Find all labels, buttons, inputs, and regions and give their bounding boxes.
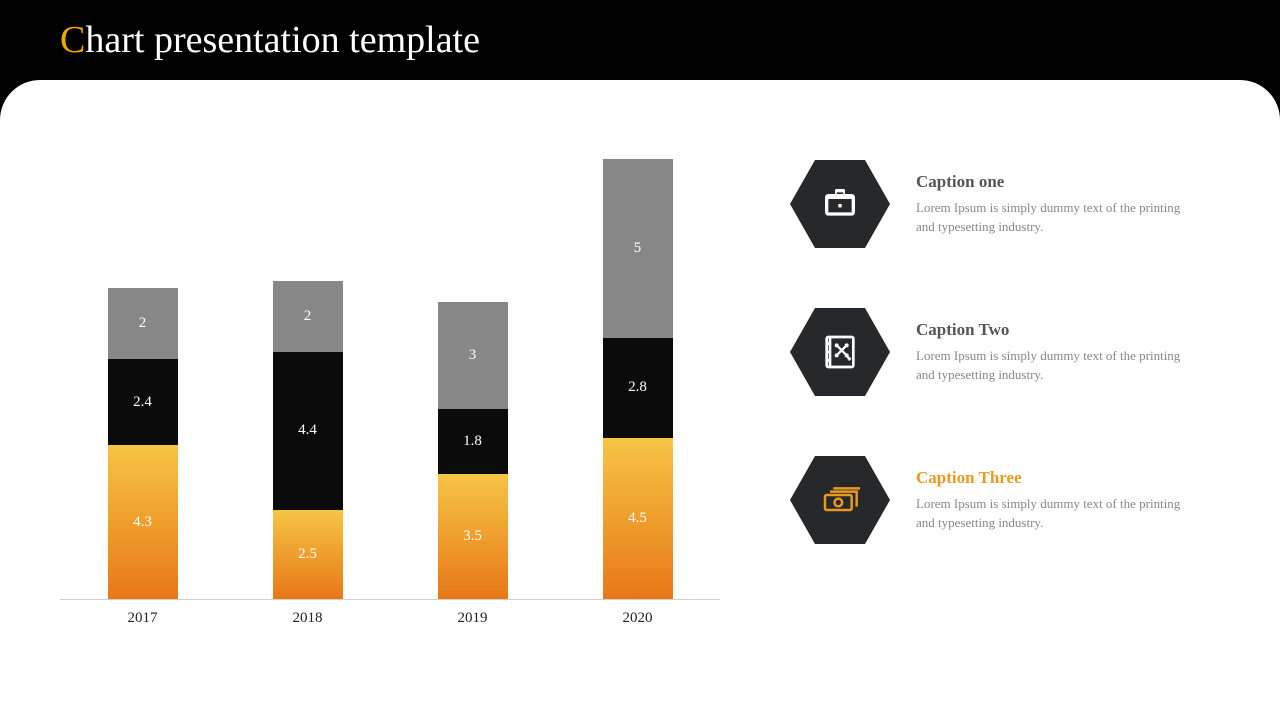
caption-body: Lorem Ipsum is simply dummy text of the … [916,494,1196,533]
bar-segment-top: 5 [603,159,673,338]
bar-segment-middle: 2.4 [108,359,178,445]
x-label: 2018 [273,610,343,627]
caption-title: Caption Two [916,320,1196,340]
title-rest: hart presentation template [85,19,480,61]
x-label: 2017 [108,610,178,627]
x-label: 2020 [603,610,673,627]
hexagon-icon-container [790,308,890,396]
money-icon [820,480,860,520]
hexagon-icon-container [790,456,890,544]
bar-segment-middle: 4.4 [273,352,343,509]
bar-segment-bottom: 2.5 [273,510,343,599]
bar-segment-bottom: 4.5 [603,438,673,599]
briefcase-icon [820,184,860,224]
title-accent: C [60,19,85,61]
bar-segment-top: 2 [108,288,178,360]
caption-text: Caption Two Lorem Ipsum is simply dummy … [916,320,1196,385]
caption-two: Caption Two Lorem Ipsum is simply dummy … [790,308,1230,396]
bar-segment-top: 2 [273,281,343,353]
caption-text: Caption one Lorem Ipsum is simply dummy … [916,172,1196,237]
bar-column: 3.51.83 [438,302,508,599]
bar-column: 4.32.42 [108,288,178,599]
bar-segment-middle: 2.8 [603,338,673,438]
playbook-icon [820,332,860,372]
bar-column: 4.52.85 [603,159,673,599]
bar-segment-middle: 1.8 [438,409,508,473]
x-label: 2019 [438,610,508,627]
bar-segment-bottom: 4.3 [108,445,178,599]
stacked-bar-chart: 4.32.422.54.423.51.834.52.85 20172018201… [60,140,720,660]
bars-region: 4.32.422.54.423.51.834.52.85 [60,160,720,600]
bar-segment-top: 3 [438,302,508,409]
bar-segment-bottom: 3.5 [438,474,508,599]
caption-one: Caption one Lorem Ipsum is simply dummy … [790,160,1230,248]
header: Chart presentation template [0,0,1280,80]
captions-list: Caption one Lorem Ipsum is simply dummy … [720,140,1230,690]
hexagon-icon-container [790,160,890,248]
x-axis-labels: 2017 2018 2019 2020 [60,610,720,627]
caption-text: Caption Three Lorem Ipsum is simply dumm… [916,468,1196,533]
caption-body: Lorem Ipsum is simply dummy text of the … [916,198,1196,237]
caption-body: Lorem Ipsum is simply dummy text of the … [916,346,1196,385]
bar-column: 2.54.42 [273,281,343,599]
content-panel: 4.32.422.54.423.51.834.52.85 20172018201… [0,80,1280,720]
caption-title: Caption Three [916,468,1196,488]
caption-three: Caption Three Lorem Ipsum is simply dumm… [790,456,1230,544]
page-title: Chart presentation template [60,18,480,62]
caption-title: Caption one [916,172,1196,192]
